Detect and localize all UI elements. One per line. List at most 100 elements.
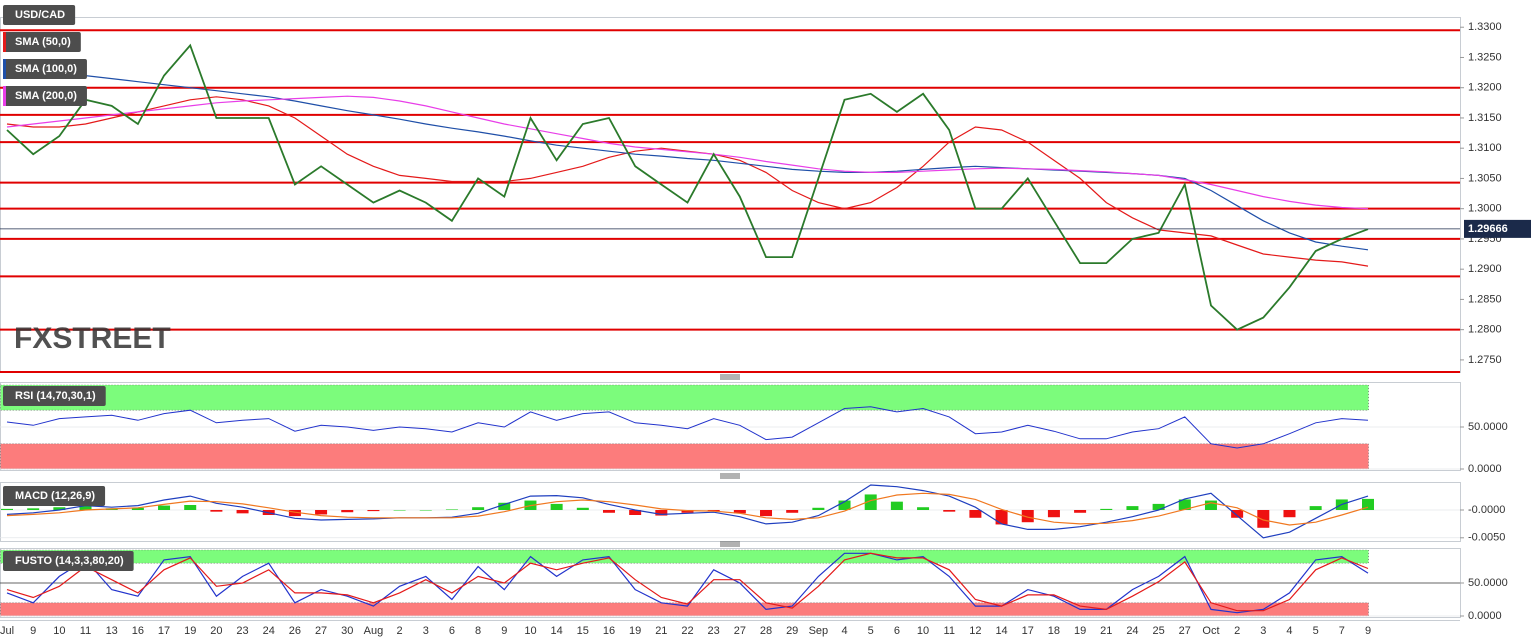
histogram-bar (681, 510, 694, 513)
legend-box (3, 5, 76, 25)
x-tick-label: 9 (30, 625, 36, 637)
x-tick-label: 13 (106, 625, 118, 637)
x-tick-label: 18 (1048, 625, 1060, 637)
x-tick-label: 27 (734, 625, 746, 637)
x-tick-label: 17 (1022, 625, 1034, 637)
histogram-bar (1204, 500, 1217, 510)
x-tick-label: 7 (1339, 625, 1345, 637)
legend-label: RSI (14,70,30,1) (15, 390, 96, 402)
x-tick-label: 20 (210, 625, 222, 637)
histogram-bar (184, 505, 197, 510)
zone (0, 549, 1369, 564)
y-tick-label: 1.2900 (1468, 263, 1502, 275)
legend-box (3, 486, 106, 506)
x-tick-label: 19 (184, 625, 196, 637)
y-tick-label: 1.2800 (1468, 324, 1502, 336)
histogram-bar (288, 510, 301, 517)
value-line (6, 406, 1369, 449)
x-tick-label: 21 (655, 625, 667, 637)
histogram-bar (367, 510, 380, 512)
x-tick-label: Aug (364, 625, 384, 637)
x-tick-label: 29 (786, 625, 798, 637)
histogram-bar (890, 501, 903, 510)
y-tick-label: -0.0050 (1468, 532, 1505, 544)
y-tick-label: 50.0000 (1468, 577, 1508, 589)
x-tick-label: 26 (289, 625, 301, 637)
x-tick-label: 28 (760, 625, 772, 637)
y-tick-label: 1.2750 (1468, 354, 1502, 366)
legend-label: FUSTO (14,3,3,80,20) (15, 555, 124, 567)
histogram-bar (864, 494, 877, 510)
zone (0, 384, 1369, 411)
x-tick-label: 8 (475, 625, 481, 637)
histogram-bar (1178, 499, 1191, 510)
x-tick-label: 5 (1313, 625, 1319, 637)
series-line (6, 552, 1369, 612)
histogram-bar (1283, 510, 1296, 518)
x-tick-label: 16 (132, 625, 144, 637)
x-tick-label: 11 (80, 625, 91, 637)
legend-box (3, 32, 81, 52)
histogram-bar (1074, 510, 1087, 513)
x-tick-label: Sep (809, 625, 829, 637)
y-tick-label: 1.3200 (1468, 82, 1502, 94)
x-tick-label: 6 (449, 625, 455, 637)
histogram-bar (1231, 510, 1244, 518)
histogram-bar (419, 510, 432, 511)
x-tick-label: 30 (341, 625, 353, 637)
x-tick-label: 24 (263, 625, 275, 637)
histogram-bar (733, 510, 746, 514)
histogram-bar (602, 510, 615, 513)
histogram-bar (1, 508, 13, 510)
legend-label: USD/CAD (15, 9, 65, 21)
x-tick-label: 27 (315, 625, 327, 637)
x-tick-label: 4 (1286, 625, 1292, 637)
histogram-bar (236, 510, 249, 514)
legend-box (3, 59, 87, 79)
x-tick-label: 14 (551, 625, 563, 637)
histogram-bar (995, 510, 1008, 525)
y-tick-label: -0.0000 (1468, 504, 1505, 516)
x-tick-label: 23 (236, 625, 248, 637)
histogram-bar (760, 510, 773, 517)
histogram-bar (1021, 510, 1034, 523)
x-tick-label: Jul (0, 625, 14, 637)
legend-label: MACD (12,26,9) (15, 490, 95, 502)
x-tick-label: 16 (603, 625, 615, 637)
histogram-bar (445, 509, 458, 510)
histogram-bar (1152, 503, 1165, 510)
x-tick-label: Oct (1202, 625, 1219, 637)
x-tick-label: 15 (577, 625, 589, 637)
histogram-bar (1309, 506, 1322, 510)
y-tick-label: 1.3000 (1468, 203, 1502, 215)
x-tick-label: 10 (524, 625, 536, 637)
histogram-bar (917, 507, 930, 510)
histogram-bar (53, 507, 66, 510)
y-tick-label: 1.3050 (1468, 172, 1502, 184)
histogram-bar (498, 502, 511, 510)
x-tick-label: 11 (944, 625, 955, 637)
zone (0, 602, 1369, 617)
x-tick-label: 5 (868, 625, 874, 637)
histogram-bar (1257, 510, 1270, 528)
x-tick-label: 9 (501, 625, 507, 637)
histogram-bar (838, 500, 851, 510)
legend-label: SMA (100,0) (15, 63, 77, 75)
legend-label: SMA (50,0) (15, 36, 71, 48)
y-tick-label: 0.0000 (1468, 463, 1502, 475)
histogram-bar (576, 507, 589, 510)
last-price-box (1464, 219, 1531, 238)
zone (0, 443, 1369, 470)
x-tick-label: 19 (629, 625, 641, 637)
y-tick-label: 1.3300 (1468, 21, 1502, 33)
histogram-bar (655, 510, 668, 516)
legend-label: SMA (200,0) (15, 90, 77, 102)
watermark: FXSTREET (14, 322, 171, 355)
legend-box (3, 551, 134, 571)
y-tick-label: 1.3250 (1468, 51, 1502, 63)
histogram-bar (158, 505, 171, 510)
histogram-bar (1362, 498, 1374, 510)
histogram-bar (131, 507, 144, 510)
